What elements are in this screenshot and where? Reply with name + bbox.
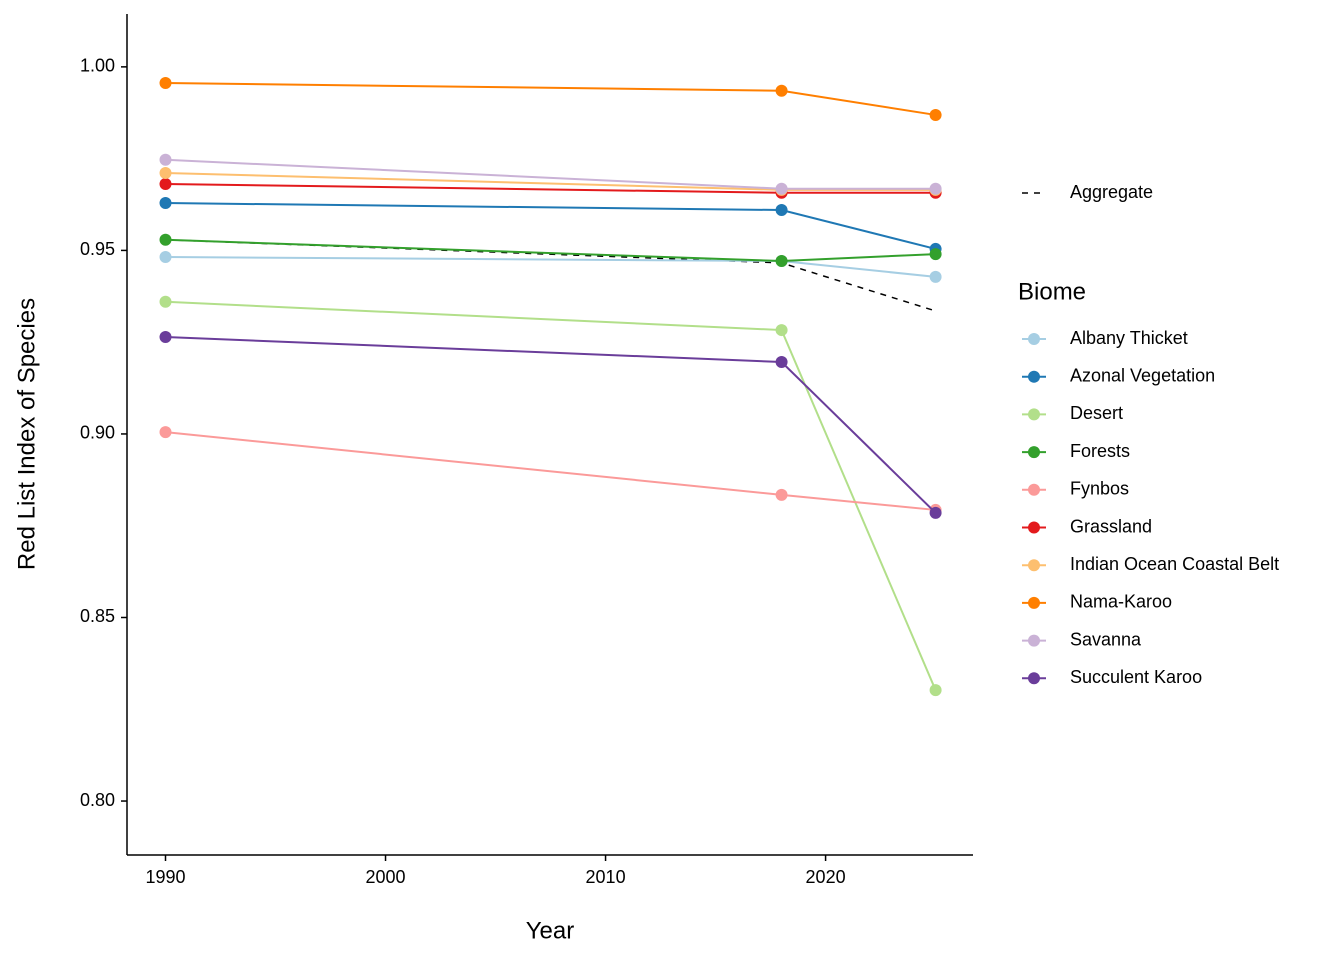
x-tick-label: 1990: [145, 867, 185, 887]
data-point: [159, 166, 172, 179]
legend-label: Desert: [1070, 403, 1123, 423]
data-point: [775, 255, 788, 268]
legend-label: Aggregate: [1070, 182, 1153, 202]
legend-key: [1028, 596, 1040, 609]
data-point: [929, 108, 942, 121]
legend-title: Biome: [1018, 278, 1086, 305]
data-point: [159, 77, 172, 90]
series-line: [165, 202, 936, 250]
data-point: [929, 182, 942, 195]
y-tick-label: 0.90: [80, 423, 115, 443]
data-point: [159, 331, 172, 344]
data-point: [159, 295, 172, 308]
y-axis-title: Red List Index of Species: [13, 298, 40, 570]
legend-label: Forests: [1070, 441, 1130, 461]
data-point: [775, 182, 788, 195]
data-point: [929, 506, 942, 519]
y-tick-label: 0.95: [80, 239, 115, 259]
legend-key: [1028, 559, 1040, 572]
legend-label: Fynbos: [1070, 479, 1129, 499]
legend-key: [1028, 408, 1040, 421]
data-point: [929, 248, 942, 261]
data-point: [159, 251, 172, 264]
x-tick-label: 2020: [806, 867, 846, 887]
legend-key: [1028, 634, 1040, 647]
legend-key: [1028, 446, 1040, 459]
data-point: [775, 204, 788, 217]
x-tick-label: 2000: [366, 867, 406, 887]
series-line: [165, 336, 937, 514]
series-line: [165, 82, 936, 116]
y-tick-label: 0.85: [80, 606, 115, 626]
y-tick-label: 1.00: [80, 56, 115, 76]
legend-label: Succulent Karoo: [1070, 667, 1202, 687]
legend-label: Albany Thicket: [1070, 328, 1188, 348]
data-point: [929, 270, 942, 283]
y-tick-label: 0.80: [80, 790, 115, 810]
legend-key: [1028, 483, 1040, 496]
series-line: [165, 171, 936, 191]
data-point: [929, 684, 942, 697]
data-point: [159, 197, 172, 210]
series-line: [165, 239, 936, 312]
data-point: [159, 426, 172, 439]
data-point: [775, 324, 788, 337]
legend-label: Savanna: [1070, 629, 1142, 649]
x-axis-title: Year: [526, 917, 575, 944]
data-point: [775, 84, 788, 97]
legend-label: Azonal Vegetation: [1070, 365, 1215, 385]
series-line: [165, 431, 936, 511]
legend-label: Nama-Karoo: [1070, 592, 1172, 612]
legend-label: Grassland: [1070, 516, 1152, 536]
series-line: [165, 300, 937, 691]
legend-key: [1028, 370, 1040, 383]
legend-key: [1028, 672, 1040, 685]
data-point: [775, 356, 788, 368]
legend-label: Indian Ocean Coastal Belt: [1070, 554, 1279, 574]
data-point: [159, 177, 172, 190]
data-point: [775, 488, 788, 501]
legend-key: [1028, 333, 1040, 345]
data-point: [159, 233, 172, 246]
legend-key: [1028, 521, 1040, 534]
x-tick-label: 2010: [586, 867, 626, 887]
data-point: [159, 153, 172, 166]
